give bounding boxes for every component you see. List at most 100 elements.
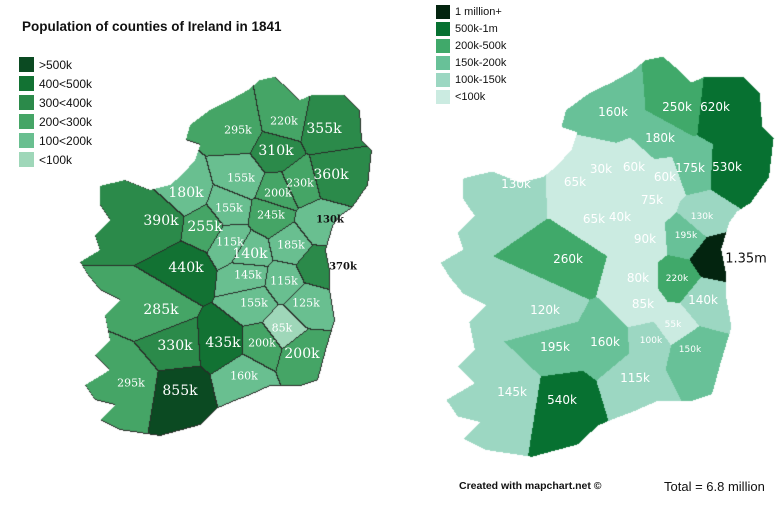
county-label: 200k [284,346,320,362]
county-label: 55k [664,320,682,330]
county-label: 85k [271,321,293,335]
county-label: 230k [286,176,314,190]
county-label: 195k [540,340,570,354]
county-label: 250k [662,100,692,114]
legend-swatch [19,114,34,129]
county-label: 310k [258,143,294,159]
county-label: 855k [162,383,198,399]
county-label: 360k [313,167,349,183]
county-label: 90k [633,232,657,246]
county-label: 130k [501,177,531,191]
legend-swatch [436,38,450,53]
county-label: 125k [292,296,320,310]
county-label: 155k [215,201,243,215]
county-label: 195k [674,231,698,241]
county-label: 115k [270,274,298,288]
legend-label: 200<300k [39,114,93,129]
legend-item: <100k [19,150,92,169]
county-label: 295k [224,123,252,137]
county-label: 160k [598,105,628,119]
legend-label: <100k [39,152,73,167]
credit-text: Created with mapchart.net © [459,480,602,492]
legend-item: 200k-500k [436,37,506,54]
legend-label: 100k-150k [455,73,507,86]
legend-swatch [19,76,34,91]
left-map-title: Population of counties of Ireland in 184… [22,19,282,34]
legend-swatch [19,57,34,72]
legend-label: 500k-1m [455,22,498,35]
legend-item: 200<300k [19,112,92,131]
county-label: 155k [227,171,255,185]
county-label: 355k [306,121,342,137]
left-legend: >500k 400<500k 300<400k 200<300k 100<200… [19,55,92,169]
county-label: 530k [712,160,742,174]
county-label: 140k [688,293,718,307]
county-label: 260k [553,252,583,266]
legend-swatch [436,21,450,36]
legend-item: 300<400k [19,93,92,112]
county-label: 255k [187,219,223,235]
county-label: 150k [678,345,702,355]
county-label: 80k [626,271,650,285]
county-label: 245k [257,208,285,222]
legend-label: 400<500k [39,76,93,91]
county-label: 180k [645,131,675,145]
county-label: 540k [547,393,577,407]
total-population: Total = 6.8 million [664,479,765,494]
legend-swatch [19,95,34,110]
county-label: 130k [690,212,714,222]
county-label: 200k [264,186,292,200]
county-label: 145k [497,385,527,399]
right-legend: 1 million+ 500k-1m 200k-500k 150k-200k 1… [436,3,506,105]
county-label: 295k [117,376,145,390]
legend-swatch [19,152,34,167]
county-label: 390k [143,213,179,229]
county-label: 1.35m [725,251,767,267]
county-label: 40k [608,210,632,224]
county-label: 620k [700,100,730,114]
county-label: 370k [329,261,357,273]
county-label: 185k [277,238,305,252]
legend-label: 150k-200k [455,56,507,69]
county-label: 30k [589,162,613,176]
legend-item: 100k-150k [436,71,506,88]
legend-label: 300<400k [39,95,93,110]
legend-swatch [436,4,450,19]
county-label: 65k [563,175,587,189]
county-label: 160k [590,335,620,349]
county-label: 140k [232,246,268,262]
legend-item: <100k [436,88,506,105]
legend-swatch [436,89,450,104]
county-label: 160k [230,369,258,383]
legend-label: 1 million+ [455,5,502,18]
county-label: 100k [639,336,663,346]
county-label: 180k [168,185,204,201]
legend-label: >500k [39,57,73,72]
county-label: 65k [582,212,606,226]
county-label: 75k [640,193,664,207]
county-label: 440k [168,260,204,276]
legend-label: <100k [455,90,486,103]
county-label: 220k [270,114,298,128]
legend-item: 1 million+ [436,3,506,20]
county-label: 130k [316,214,344,226]
legend-label: 100<200k [39,133,93,148]
legend-swatch [436,55,450,70]
county-label: 60k [622,160,646,174]
county-label: 435k [205,335,241,351]
legend-label: 200k-500k [455,39,507,52]
county-label: 115k [620,371,650,385]
legend-item: 400<500k [19,74,92,93]
county-label: 85k [631,297,655,311]
county-label: 120k [530,303,560,317]
county-label: 200k [248,336,276,350]
county-label: 145k [234,268,262,282]
county-label: 330k [157,338,193,354]
county-label: 220k [665,274,689,284]
county-label: 285k [143,302,179,318]
county-label: 115k [216,235,244,249]
county-label: 60k [653,170,677,184]
legend-item: 150k-200k [436,54,506,71]
legend-item: 100<200k [19,131,92,150]
